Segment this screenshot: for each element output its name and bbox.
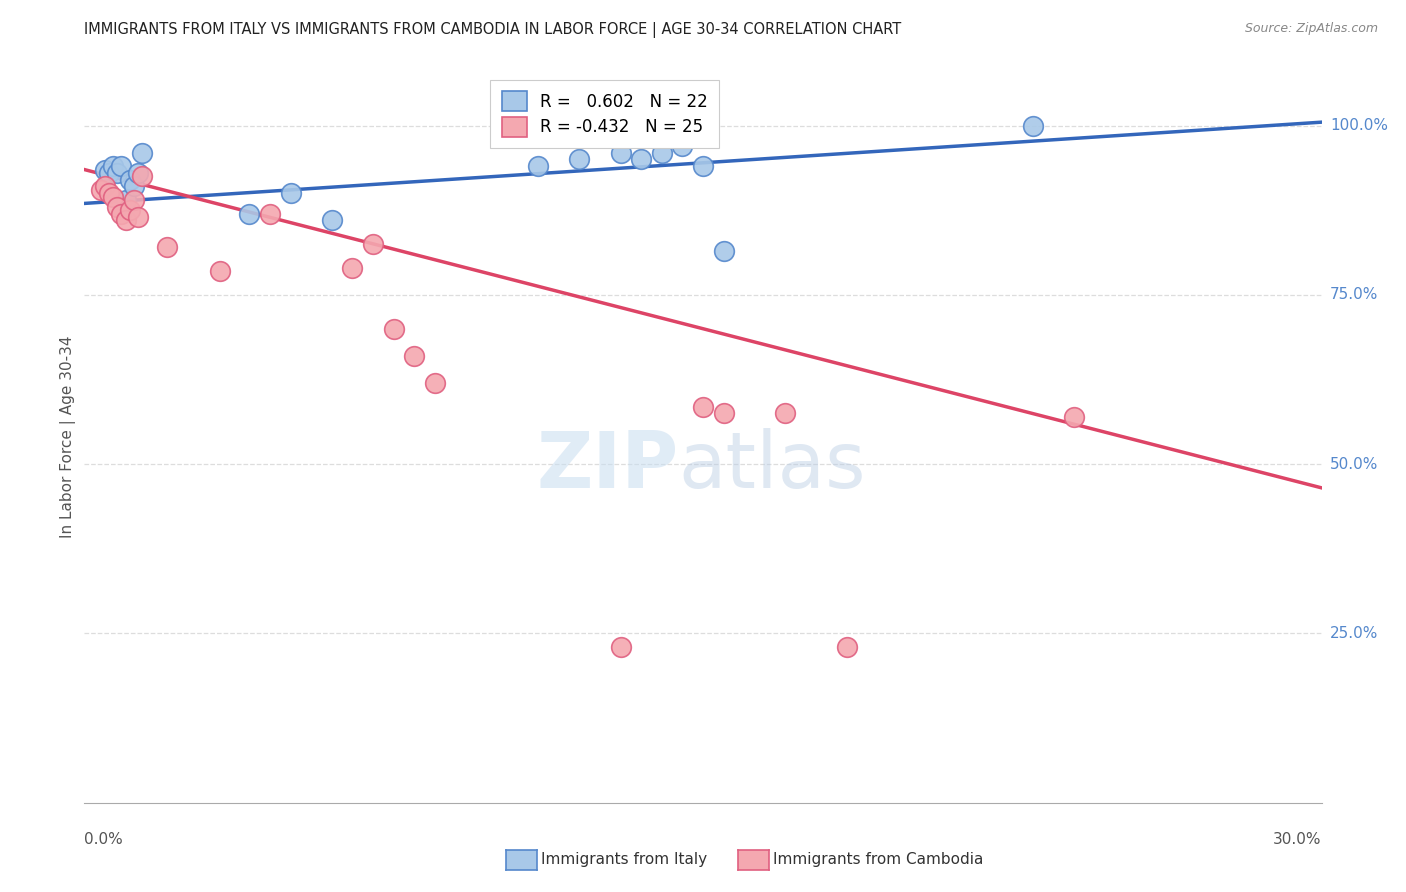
Point <box>110 206 132 220</box>
Point <box>361 237 384 252</box>
Point <box>127 210 149 224</box>
Point <box>238 206 260 220</box>
Point <box>837 640 859 654</box>
Point <box>568 153 591 167</box>
Text: IMMIGRANTS FROM ITALY VS IMMIGRANTS FROM CAMBODIA IN LABOR FORCE | AGE 30-34 COR: IMMIGRANTS FROM ITALY VS IMMIGRANTS FROM… <box>84 22 901 38</box>
Point <box>692 400 714 414</box>
Text: Immigrants from Italy: Immigrants from Italy <box>541 853 707 867</box>
Point <box>94 162 117 177</box>
Text: Immigrants from Cambodia: Immigrants from Cambodia <box>773 853 984 867</box>
Point <box>423 376 446 390</box>
Point <box>609 640 631 654</box>
Point <box>382 322 405 336</box>
Point <box>1063 409 1085 424</box>
Point <box>122 179 145 194</box>
Point <box>259 206 281 220</box>
Text: 50.0%: 50.0% <box>1330 457 1378 472</box>
Point <box>713 406 735 420</box>
Point <box>103 159 125 173</box>
Point <box>118 172 141 186</box>
Point <box>118 203 141 218</box>
Text: 25.0%: 25.0% <box>1330 626 1378 641</box>
Point <box>156 240 179 254</box>
Point <box>692 159 714 173</box>
Text: 30.0%: 30.0% <box>1274 832 1322 847</box>
Point <box>775 406 797 420</box>
Point <box>114 213 136 227</box>
Point <box>1022 119 1045 133</box>
Point <box>103 189 125 203</box>
Point <box>209 264 232 278</box>
Point <box>90 183 112 197</box>
Point <box>651 145 673 160</box>
Point <box>105 200 128 214</box>
Point <box>127 166 149 180</box>
Point <box>131 169 153 184</box>
Point <box>98 166 121 180</box>
Point <box>280 186 302 201</box>
Text: atlas: atlas <box>678 428 866 504</box>
Text: ZIP: ZIP <box>536 428 678 504</box>
Point <box>671 139 693 153</box>
Point <box>321 213 343 227</box>
Text: 100.0%: 100.0% <box>1330 118 1388 133</box>
Point <box>342 260 364 275</box>
Point <box>527 159 550 173</box>
Point <box>122 193 145 207</box>
Point <box>713 244 735 258</box>
Point <box>630 153 652 167</box>
Point <box>110 159 132 173</box>
Point <box>114 193 136 207</box>
Point <box>105 166 128 180</box>
Text: 0.0%: 0.0% <box>84 832 124 847</box>
Legend: R =   0.602   N = 22, R = -0.432   N = 25: R = 0.602 N = 22, R = -0.432 N = 25 <box>491 79 720 148</box>
Point <box>404 349 426 363</box>
Point <box>131 145 153 160</box>
Point <box>609 145 631 160</box>
Text: Source: ZipAtlas.com: Source: ZipAtlas.com <box>1244 22 1378 36</box>
Point <box>94 179 117 194</box>
Point <box>98 186 121 201</box>
Text: 75.0%: 75.0% <box>1330 287 1378 302</box>
Y-axis label: In Labor Force | Age 30-34: In Labor Force | Age 30-34 <box>60 335 76 539</box>
